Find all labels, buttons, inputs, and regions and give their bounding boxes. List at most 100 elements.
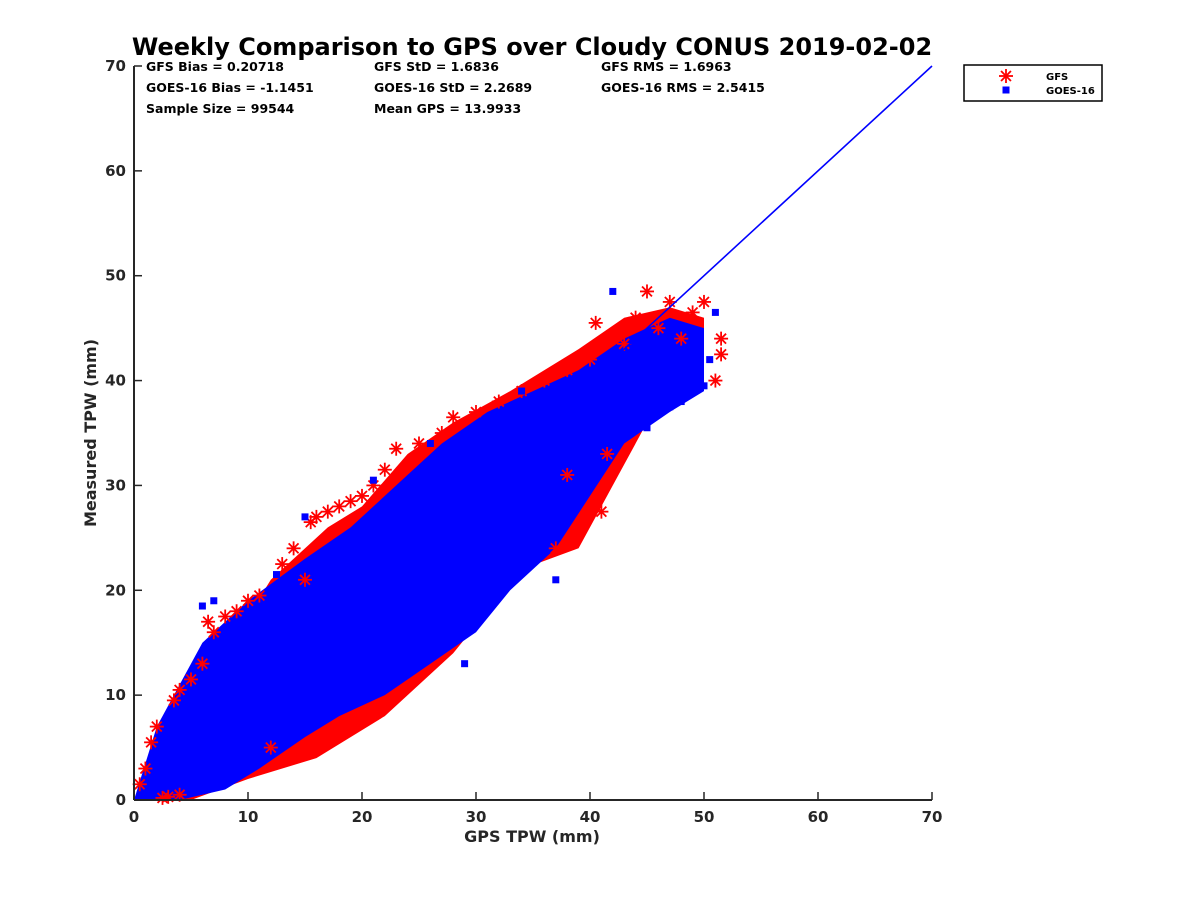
gfs-point xyxy=(583,352,597,367)
asterisk-stroke xyxy=(664,296,676,308)
asterisk-stroke xyxy=(310,511,322,523)
asterisk-stroke xyxy=(641,285,653,298)
stat-goes-std: GOES-16 StD = 2.2689 xyxy=(374,80,532,95)
asterisk-stroke xyxy=(607,333,619,345)
asterisk-stroke xyxy=(145,736,157,748)
goes16-point xyxy=(518,387,526,395)
gfs-point xyxy=(252,588,267,603)
asterisk-stroke xyxy=(202,616,214,628)
goes16-point xyxy=(198,602,206,610)
x-tick-label: 40 xyxy=(580,808,601,826)
gfs-point xyxy=(309,509,324,524)
goes16-point xyxy=(301,513,309,521)
gfs-point xyxy=(275,557,290,572)
y-tick-label: 30 xyxy=(105,476,126,494)
x-tick-label: 50 xyxy=(694,808,715,826)
goes16-point xyxy=(677,398,685,406)
asterisk-stroke xyxy=(174,684,186,696)
asterisk-stroke xyxy=(561,469,573,481)
chart-title: Weekly Comparison to GPS over Cloudy CON… xyxy=(132,33,932,61)
gfs-point xyxy=(138,761,153,776)
gfs-point xyxy=(605,331,620,346)
gfs-point xyxy=(412,436,426,451)
legend: GFS GOES-16 xyxy=(963,64,1103,102)
asterisk-stroke xyxy=(618,338,630,350)
asterisk-stroke xyxy=(356,490,368,502)
gfs-point xyxy=(446,410,461,425)
goes16-point xyxy=(472,534,480,542)
asterisk-stroke xyxy=(561,364,573,376)
gfs-point xyxy=(161,789,176,804)
x-tick-label: 60 xyxy=(808,808,829,826)
legend-asterisk-glyph xyxy=(999,69,1013,83)
y-tick-label: 60 xyxy=(105,162,126,180)
asterisk-stroke xyxy=(652,322,664,334)
reference-line-group xyxy=(133,65,933,801)
asterisk-stroke xyxy=(299,574,311,586)
goes16-point xyxy=(153,780,161,788)
goes16-point xyxy=(461,660,469,668)
gfs-point xyxy=(218,609,233,624)
gfs-point xyxy=(640,284,654,299)
y-axis-label: Measured TPW (mm) xyxy=(81,339,100,527)
goes16-point xyxy=(187,754,195,762)
goes16-point xyxy=(540,502,548,510)
asterisk-stroke xyxy=(139,762,151,775)
gfs-point xyxy=(685,305,700,320)
gfs-point xyxy=(674,331,689,346)
asterisk-stroke xyxy=(538,374,550,387)
gfs-point xyxy=(594,504,609,519)
goes16-point xyxy=(267,691,275,699)
gfs-point xyxy=(560,467,575,482)
asterisk-stroke xyxy=(208,626,220,638)
gfs-point xyxy=(588,315,603,330)
goes16-point xyxy=(586,471,594,479)
goes16-point xyxy=(244,707,252,715)
asterisk-stroke xyxy=(709,374,721,387)
y-tick-label: 40 xyxy=(105,372,126,390)
gfs-point xyxy=(229,604,244,619)
stat-sample-size: Sample Size = 99544 xyxy=(146,101,295,116)
asterisk-stroke xyxy=(715,333,727,345)
gfs-point xyxy=(195,656,210,671)
asterisk-stroke xyxy=(288,542,300,554)
goes16-point xyxy=(632,419,640,427)
x-tick-label: 20 xyxy=(352,808,373,826)
gfs-point xyxy=(172,787,187,802)
asterisk-stroke xyxy=(174,789,186,801)
legend-goes-label: GOES-16 xyxy=(1046,86,1095,97)
gfs-point xyxy=(697,294,711,309)
gfs-point xyxy=(144,735,159,750)
asterisk-stroke xyxy=(231,605,243,617)
x-tick-label: 0 xyxy=(129,808,139,826)
gfs-point xyxy=(286,541,301,556)
asterisk-stroke xyxy=(590,317,602,329)
goes16-point xyxy=(552,576,560,584)
asterisk-stroke xyxy=(134,778,146,790)
gfs-point xyxy=(491,394,506,409)
asterisk-stroke xyxy=(196,658,208,670)
goes16-point xyxy=(643,424,651,432)
asterisk-stroke xyxy=(168,694,180,706)
gfs-point xyxy=(201,614,216,629)
gfs-point xyxy=(560,363,575,378)
legend-gfs-asterisk-marker xyxy=(999,69,1013,83)
x-tick-label: 70 xyxy=(922,808,943,826)
goes16-point xyxy=(392,628,400,636)
asterisk-stroke xyxy=(675,333,687,345)
asterisk-stroke xyxy=(470,406,482,418)
asterisk-stroke xyxy=(265,741,277,754)
gfs-point xyxy=(434,426,449,440)
goes16-point xyxy=(438,565,446,573)
goes16-point xyxy=(358,628,366,636)
goes16-point xyxy=(164,770,172,778)
x-tick-label: 10 xyxy=(238,808,259,826)
asterisk-stroke xyxy=(345,495,357,507)
gfs-point xyxy=(548,541,563,556)
asterisk-stroke xyxy=(601,448,613,460)
goes16-point xyxy=(666,403,674,411)
asterisk-stroke xyxy=(219,610,231,623)
asterisk-stroke xyxy=(185,673,197,686)
goes16-point xyxy=(426,439,434,447)
asterisk-stroke xyxy=(413,437,425,450)
